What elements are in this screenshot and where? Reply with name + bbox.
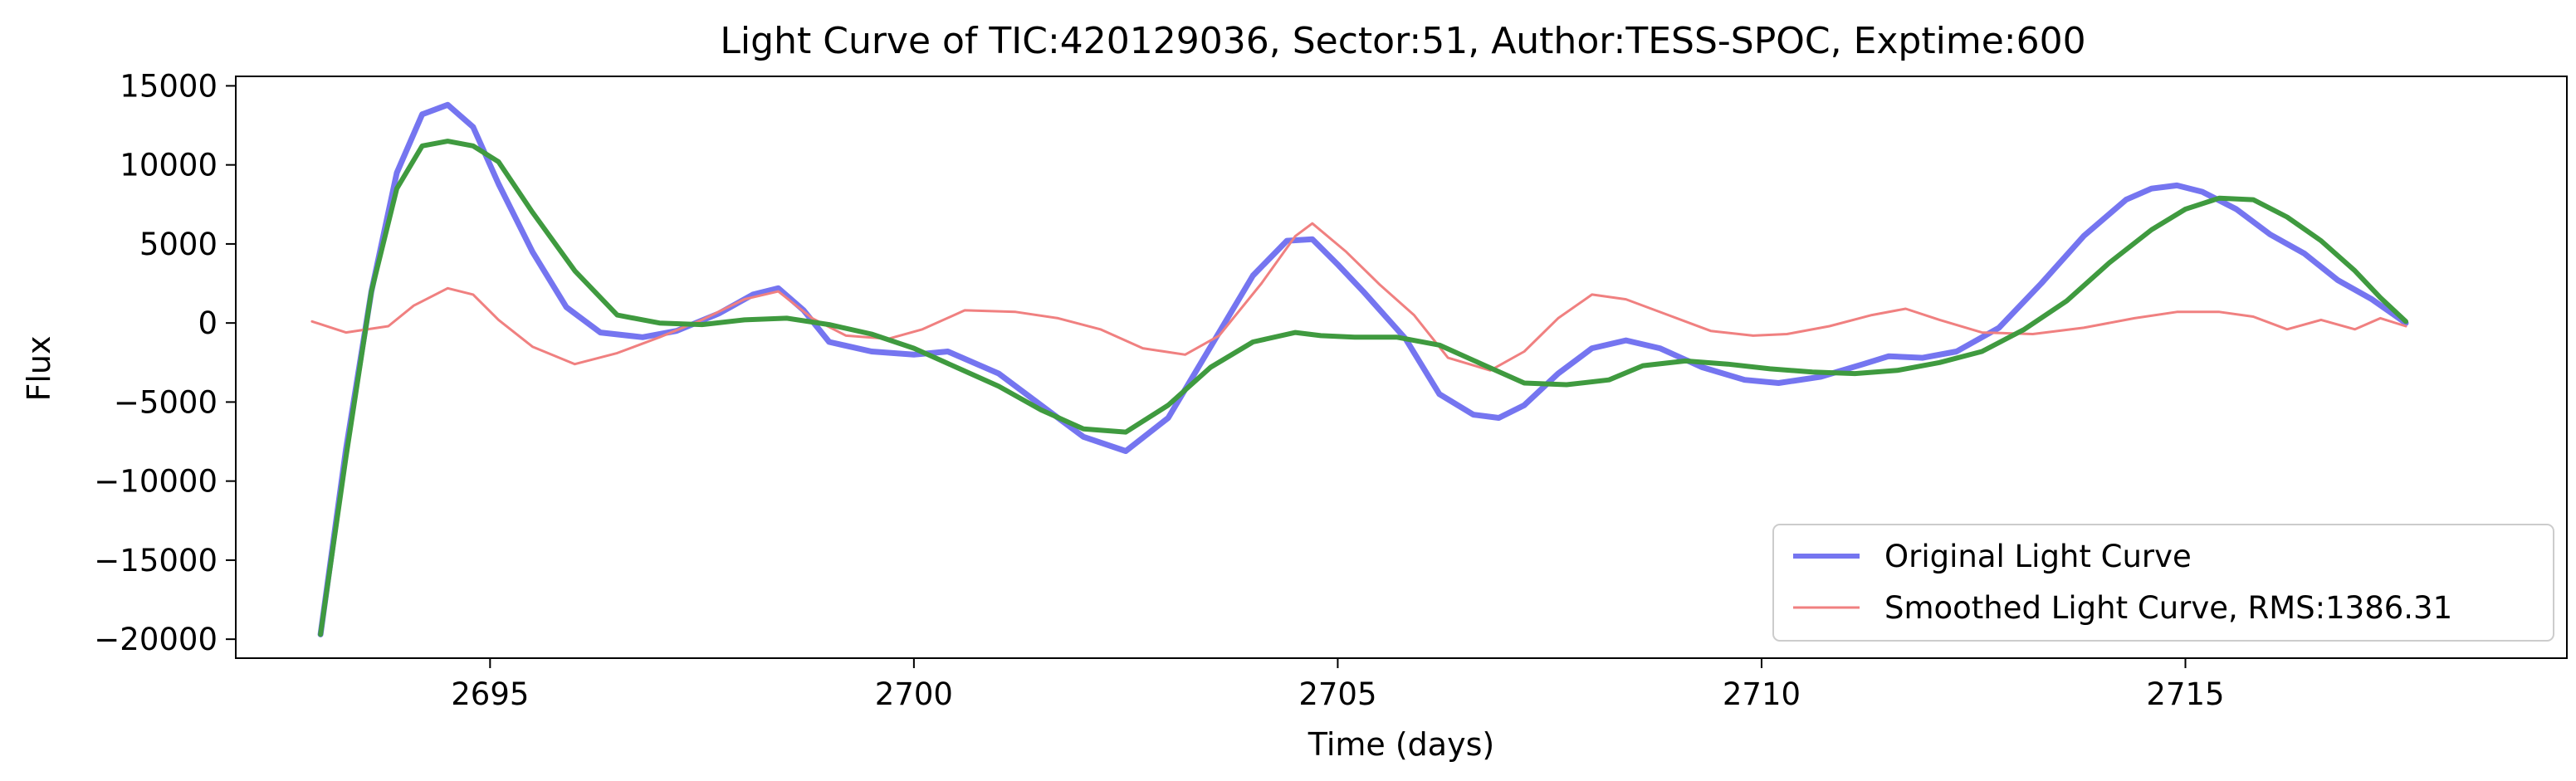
x-tick-label: 2700 bbox=[875, 676, 953, 712]
y-axis-label: Flux bbox=[21, 336, 57, 402]
y-tick-label: −5000 bbox=[114, 384, 218, 420]
series-line-0 bbox=[317, 101, 2409, 637]
series-layer bbox=[310, 101, 2409, 637]
series-line-1 bbox=[310, 222, 2407, 372]
y-tick-label: −10000 bbox=[94, 464, 218, 500]
axes-frame bbox=[235, 76, 2568, 659]
y-tick-label: 10000 bbox=[120, 148, 218, 183]
x-tick-label: 2705 bbox=[1298, 676, 1376, 712]
x-tick-label: 2710 bbox=[1723, 676, 1801, 712]
x-axis: 2695 2700 2705 2710 2715 bbox=[451, 658, 2225, 712]
x-axis-label: Time (days) bbox=[1308, 726, 1494, 763]
legend: Original Light Curve Smoothed Light Curv… bbox=[1772, 524, 2554, 642]
legend-box bbox=[1772, 524, 2554, 642]
x-tick-label: 2715 bbox=[2146, 676, 2224, 712]
y-tick-label: −20000 bbox=[94, 622, 218, 657]
y-tick-label: −15000 bbox=[94, 543, 218, 578]
y-tick-label: 5000 bbox=[139, 227, 218, 262]
y-axis: 15000 10000 5000 0 −5000 −10000 −15000 −20000 bbox=[94, 68, 236, 657]
chart-title: Light Curve of TIC:420129036, Sector:51,… bbox=[720, 20, 2085, 62]
legend-label-original: Original Light Curve bbox=[1884, 539, 2192, 574]
y-tick-label: 15000 bbox=[120, 68, 218, 104]
legend-label-smoothed: Smoothed Light Curve, RMS:1386.31 bbox=[1884, 590, 2452, 626]
series-line-2 bbox=[318, 139, 2408, 637]
x-tick-label: 2695 bbox=[451, 676, 529, 712]
y-tick-label: 0 bbox=[198, 305, 218, 341]
